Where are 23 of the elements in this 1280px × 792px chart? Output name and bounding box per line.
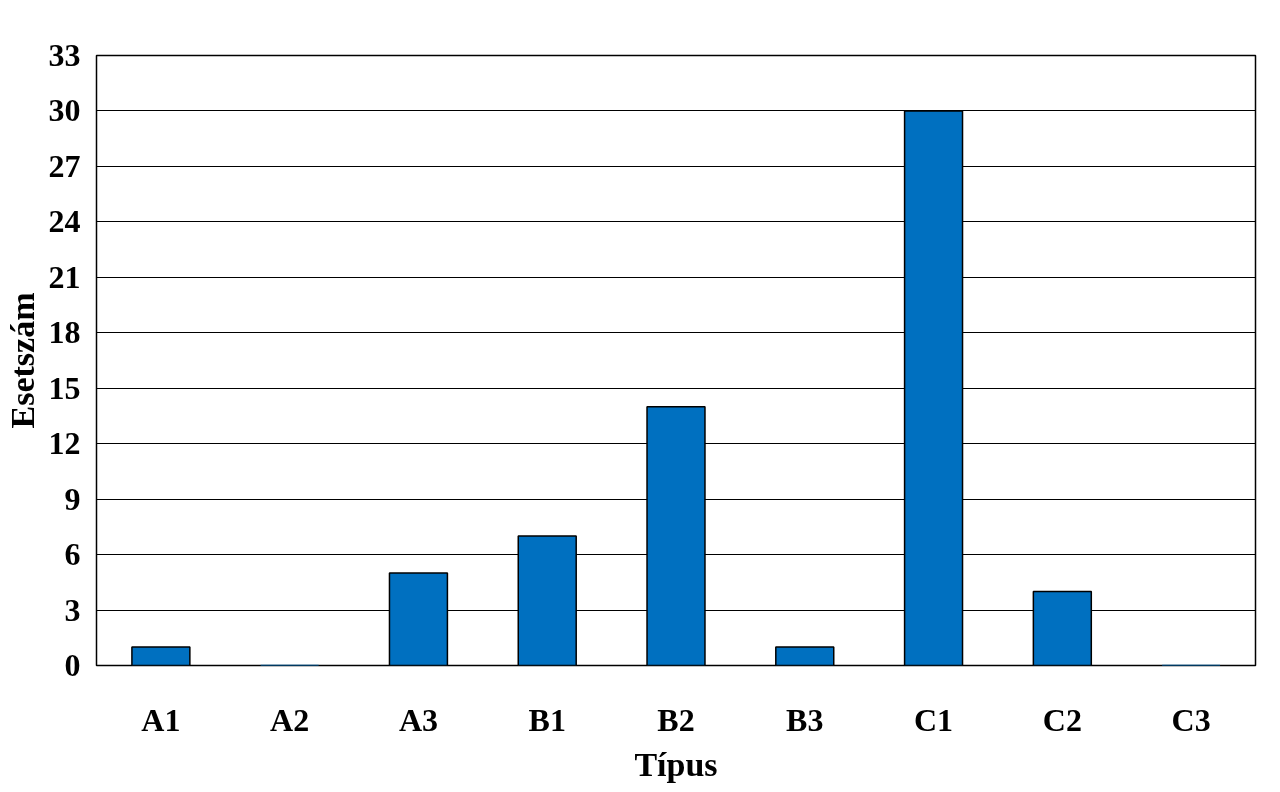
x-axis-title: Típus bbox=[634, 745, 718, 783]
y-tick-label: 18 bbox=[48, 314, 81, 351]
y-tick-label: 12 bbox=[48, 425, 81, 462]
y-tick-label: 0 bbox=[64, 647, 81, 683]
y-tick-label: 33 bbox=[48, 37, 81, 73]
x-tick-label: B1 bbox=[528, 701, 566, 738]
y-tick-label: 3 bbox=[64, 591, 81, 628]
x-tick-label: B2 bbox=[657, 701, 695, 738]
x-tick-label: A2 bbox=[270, 701, 310, 738]
y-tick-label: 21 bbox=[48, 258, 81, 295]
y-tick-label: 9 bbox=[64, 480, 81, 517]
y-axis-title: Esetszám bbox=[3, 292, 41, 429]
x-tick-label: B3 bbox=[786, 701, 824, 738]
x-tick-label: A3 bbox=[398, 701, 438, 738]
y-tick-label: 24 bbox=[48, 203, 81, 240]
x-tick-label: C3 bbox=[1171, 701, 1211, 738]
y-tick-label: 15 bbox=[48, 369, 81, 406]
x-tick-label: A1 bbox=[141, 701, 181, 738]
x-tick-label: C2 bbox=[1042, 701, 1082, 738]
y-tick-label: 30 bbox=[48, 92, 81, 129]
y-tick-label: 27 bbox=[48, 147, 81, 184]
x-tick-label: C1 bbox=[914, 701, 954, 738]
y-tick-label: 6 bbox=[64, 536, 81, 573]
